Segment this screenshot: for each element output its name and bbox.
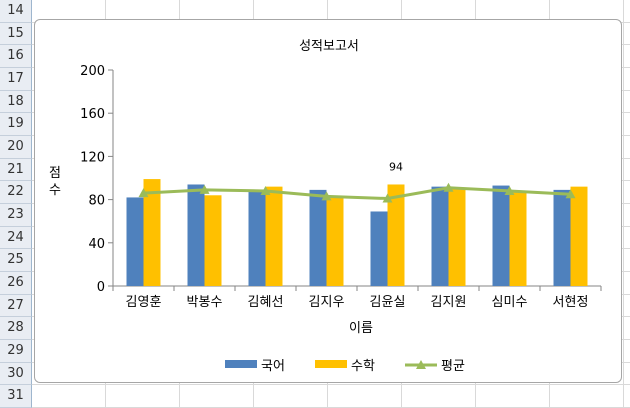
- row-header[interactable]: 25: [0, 249, 32, 272]
- legend-label: 평균: [441, 359, 465, 374]
- row-header[interactable]: 14: [0, 0, 32, 23]
- y-axis-label-line2: 수: [49, 183, 61, 198]
- row-header[interactable]: 28: [0, 317, 32, 340]
- x-tick-label: 박봉수: [187, 295, 223, 310]
- legend-label: 국어: [261, 359, 285, 374]
- row-header[interactable]: 31: [0, 385, 32, 408]
- row-header[interactable]: 23: [0, 204, 32, 227]
- row-header[interactable]: 18: [0, 90, 32, 114]
- row-header[interactable]: 15: [0, 22, 32, 46]
- x-tick-label: 김지원: [431, 295, 467, 310]
- chart-svg: 성적보고서 점 수 이름 0 40 80 120 160 200 김영훈 박봉수 김혜선 김지우 김…: [49, 39, 602, 374]
- bar: [126, 197, 144, 286]
- line-point: [565, 189, 576, 199]
- y-tick-label: 160: [80, 107, 105, 122]
- line-series: [143, 186, 571, 201]
- bar: [448, 188, 466, 286]
- line-point: [138, 188, 149, 198]
- line-point: [443, 182, 454, 192]
- bar: [370, 211, 388, 286]
- grid-line: [32, 384, 630, 386]
- x-tick-label: 김윤실: [370, 295, 406, 310]
- row-header[interactable]: 24: [0, 226, 32, 250]
- row-header[interactable]: 30: [0, 362, 32, 386]
- x-tick-label: 김영훈: [126, 295, 162, 310]
- bar: [387, 184, 405, 286]
- bar: [431, 186, 449, 286]
- line-point: [504, 185, 515, 195]
- grid-line: [623, 0, 624, 408]
- row-header[interactable]: 20: [0, 136, 32, 159]
- data-label: 94: [389, 160, 403, 173]
- bar: [265, 186, 283, 286]
- y-tick-label: 200: [80, 64, 105, 79]
- bar: [248, 190, 266, 286]
- legend-key-marker: [416, 360, 426, 369]
- row-header[interactable]: 26: [0, 272, 32, 295]
- row-header[interactable]: 19: [0, 113, 32, 136]
- x-tick-label: 심미수: [492, 295, 528, 310]
- chart-container[interactable]: 성적보고서 점 수 이름 0 40 80 120 160 200 김영훈 박봉수 김혜선 김지우 김…: [34, 19, 622, 383]
- bar: [309, 189, 327, 286]
- row-header[interactable]: 22: [0, 181, 32, 204]
- row-header[interactable]: 16: [0, 45, 32, 68]
- line-point: [260, 185, 271, 195]
- legend-key: [225, 360, 257, 368]
- row-header[interactable]: 29: [0, 340, 32, 363]
- line-point: [382, 193, 393, 203]
- chart-title: 성적보고서: [299, 39, 359, 54]
- legend[interactable]: 국어 수학 평균: [225, 359, 465, 374]
- legend-key: [315, 360, 347, 368]
- bar: [492, 185, 510, 286]
- y-tick-label: 80: [88, 194, 105, 209]
- bar: [204, 195, 222, 286]
- bar: [553, 189, 571, 286]
- y-tick-label: 120: [80, 150, 105, 165]
- y-axis-label-line1: 점: [49, 166, 61, 181]
- line-point: [321, 191, 332, 201]
- x-axis-label: 이름: [349, 321, 373, 336]
- y-tick-label: 40: [88, 237, 105, 252]
- x-tick-label: 서현정: [553, 295, 589, 310]
- bar: [187, 184, 205, 286]
- bar: [326, 196, 344, 286]
- y-tick-label: 0: [97, 280, 105, 295]
- x-tick-label: 김혜선: [248, 295, 284, 310]
- legend-label: 수학: [351, 359, 375, 374]
- bar: [570, 186, 588, 286]
- plot-area: 0 40 80 120 160 200 김영훈 박봉수 김혜선 김지우 김윤실 김지원 심미수 서현정 94: [80, 64, 602, 310]
- x-tick-label: 김지우: [309, 295, 345, 310]
- row-header[interactable]: 27: [0, 294, 32, 318]
- row-header[interactable]: 17: [0, 68, 32, 91]
- row-header[interactable]: 21: [0, 158, 32, 182]
- bar: [143, 179, 161, 286]
- line-point: [199, 184, 210, 194]
- bar: [509, 192, 527, 286]
